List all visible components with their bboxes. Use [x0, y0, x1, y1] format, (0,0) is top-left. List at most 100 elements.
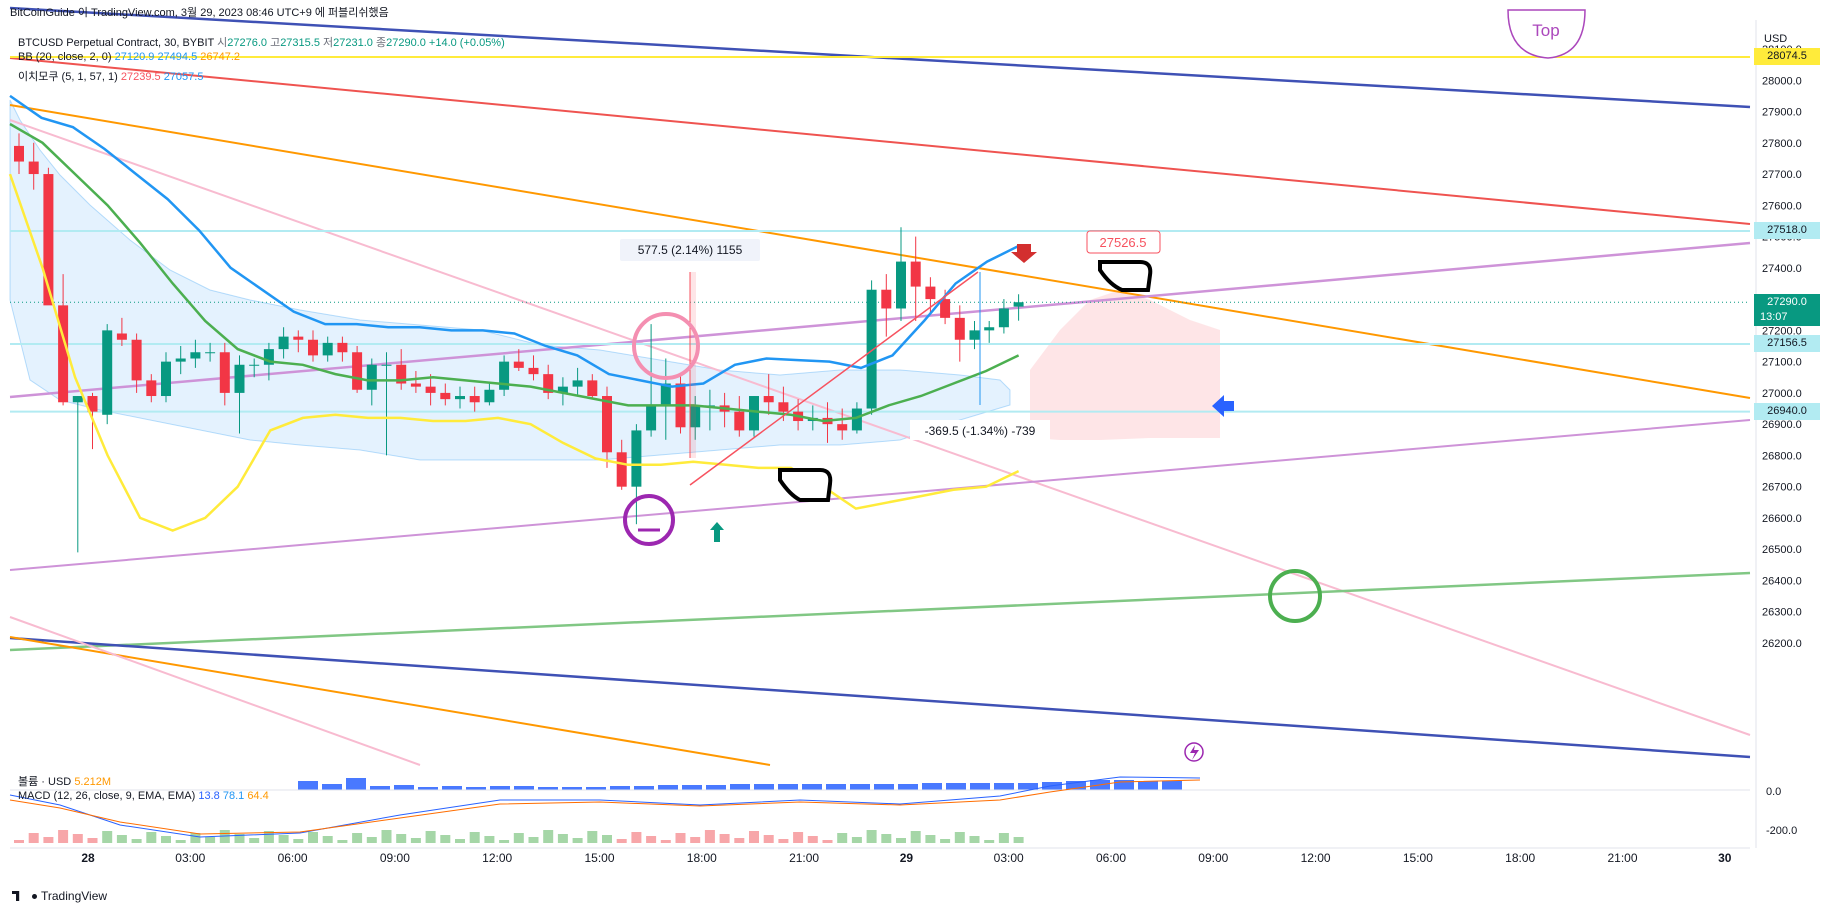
candle-body — [763, 396, 774, 403]
macd-hist-bar — [43, 837, 54, 843]
candle-body — [851, 408, 862, 431]
candle-body — [366, 364, 377, 390]
macd-hist-bar — [660, 840, 671, 843]
high-label: 고 — [270, 37, 281, 49]
volume-bar — [682, 785, 702, 790]
y-tick-label: 26300.0 — [1762, 607, 1802, 619]
bb-lower-value: 26747.2 — [200, 51, 241, 63]
bb-legend[interactable]: BB (20, close, 2, 0) 27120.9 27494.5 267… — [18, 51, 240, 63]
candle-body — [572, 380, 583, 387]
volume-label: 볼륨 · USD — [18, 776, 72, 788]
close-label: 종 — [375, 37, 387, 49]
symbol-legend[interactable]: BTCUSD Perpetual Contract, 30, BYBIT 시27… — [18, 34, 505, 50]
volume-bar — [322, 784, 342, 790]
candle-body — [660, 383, 671, 406]
macd-legend[interactable]: MACD (12, 26, close, 9, EMA, EMA) 13.8 7… — [18, 790, 269, 802]
x-tick-label: 30 — [1718, 851, 1732, 865]
macd-value-2: 78.1 — [222, 790, 245, 802]
candle-body — [778, 402, 789, 412]
smile-face-icon — [632, 312, 700, 380]
arrow-up-line — [689, 271, 979, 486]
macd-signal-line — [9, 779, 1201, 835]
volume-legend[interactable]: 볼륨 · USD 5.212M — [18, 773, 111, 789]
volume-bar — [538, 787, 558, 790]
volume-bar — [850, 784, 870, 790]
tradingview-logo[interactable]: TradingView — [12, 889, 107, 903]
volume-bar — [1138, 781, 1158, 790]
macd-hist-bar — [896, 838, 906, 843]
macd-hist-bar — [528, 837, 539, 843]
candle-body — [28, 161, 39, 175]
price-callout-text: 27526.5 — [1100, 235, 1147, 250]
macd-hist-bar — [1013, 837, 1024, 843]
x-axis: 28 03:00 06:00 09:00 12:00 15:00 18:00 21:00 29 0… — [10, 20, 1757, 865]
macd-hist-bar — [807, 836, 818, 843]
trend-line-pink-lower — [9, 616, 421, 766]
macd-hist-bar — [646, 836, 657, 843]
macd-hist-bar — [58, 830, 69, 843]
volume-bar — [298, 781, 318, 790]
candle-body — [940, 299, 951, 318]
macd-hist-bar — [763, 835, 774, 843]
ichimoku-label: 이치모쿠 (5, 1, 57, 1) — [18, 71, 118, 83]
macd-hist-bar — [278, 835, 289, 843]
open-label: 시 — [217, 37, 228, 49]
macd-hist-bar — [587, 831, 598, 843]
trend-line-red — [9, 57, 1751, 225]
macd-hist-bar — [469, 832, 480, 843]
ichimoku-legend[interactable]: 이치모쿠 (5, 1, 57, 1) 27239.5 27057.5 — [18, 68, 203, 84]
candle-body — [396, 364, 407, 384]
y-tick-label: 26700.0 — [1762, 482, 1802, 494]
x-tick-label: 12:00 — [482, 851, 512, 865]
y-tick-label: 27000.0 — [1762, 388, 1802, 400]
lightning-bolt — [1190, 745, 1199, 760]
macd-hist-bar — [778, 839, 789, 843]
trend-line-navy-lower — [9, 636, 1751, 759]
macd-hist-bar — [322, 836, 333, 843]
x-tick-label: 28 — [81, 851, 95, 865]
macd-hist-bar — [940, 839, 951, 843]
y-tick-label: 26600.0 — [1762, 513, 1802, 525]
candle-body — [954, 317, 965, 340]
macd-hist-bar — [234, 834, 245, 843]
macd-axis-label: -200.0 — [1766, 825, 1797, 837]
macd-hist-bar — [704, 830, 715, 843]
macd-axis-label: 0.0 — [1766, 786, 1781, 798]
y-tick-label: 26800.0 — [1762, 450, 1802, 462]
macd-hist-bar — [205, 837, 216, 843]
candle-body — [146, 380, 157, 397]
x-tick-label: 21:00 — [1607, 851, 1637, 865]
x-tick-label: 18:00 — [687, 851, 717, 865]
pointing-hand-icon — [1098, 260, 1153, 292]
x-tick-label: 03:00 — [175, 851, 205, 865]
price-tag: 28074.5 — [1754, 48, 1820, 66]
candle-body — [910, 261, 921, 287]
macd-hist-bar — [131, 839, 142, 843]
candle-body — [749, 396, 759, 431]
y-tick-label: 27200.0 — [1762, 325, 1802, 337]
candle-body — [234, 364, 245, 393]
ichimoku-cloud — [9, 99, 1011, 461]
candle-body — [631, 430, 642, 487]
macd-hist-bar — [572, 838, 583, 843]
volume-bar — [778, 784, 798, 790]
candle-body — [263, 349, 274, 365]
volume-bar — [418, 787, 438, 790]
trend-line-purple-lower — [9, 419, 1751, 571]
macd-hist-bar — [631, 832, 642, 843]
candle-body — [308, 339, 318, 356]
candle-body — [896, 261, 906, 309]
candle-body — [837, 424, 848, 431]
candle-body — [352, 352, 363, 390]
candle-body — [410, 383, 421, 387]
macd-hist-bar — [543, 830, 554, 843]
x-tick-label: 15:00 — [584, 851, 614, 865]
candle-body — [425, 386, 436, 393]
candle-body — [337, 342, 348, 353]
candle-body — [616, 452, 627, 487]
x-tick-label: 12:00 — [1301, 851, 1331, 865]
ichimoku-value-1: 27239.5 — [120, 71, 161, 83]
open-value: 27276.0 — [227, 37, 267, 49]
macd-hist-bar — [484, 836, 495, 843]
